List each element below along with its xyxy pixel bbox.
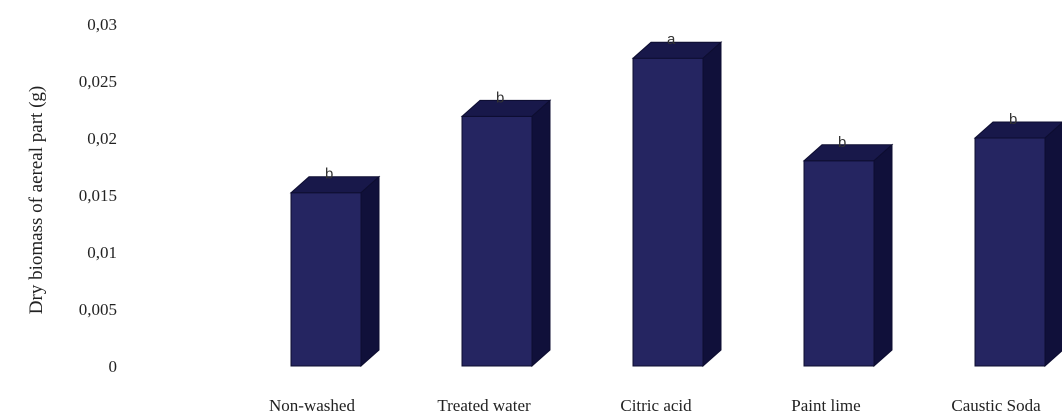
y-tick-label: 0	[109, 357, 118, 376]
y-tick-label: 0,015	[79, 186, 117, 205]
x-tick-label: Treated water	[437, 396, 531, 415]
y-tick-label: 0,03	[87, 15, 117, 34]
x-axis-ticks: Non-washed Treated water Citric acid Paint …	[269, 396, 1041, 415]
bar-data-label: b	[1009, 111, 1017, 128]
x-tick-label: Citric acid	[620, 396, 692, 415]
bar	[289, 175, 381, 368]
y-axis-title: Dry biomass of aereal part (g)	[26, 86, 47, 314]
x-tick-label: Non-washed	[269, 396, 355, 415]
y-tick-label: 0,025	[79, 72, 117, 91]
bar-data-label: a	[667, 31, 676, 48]
y-axis-ticks: 0 0,005 0,01 0,015 0,02 0,025 0,03	[79, 15, 117, 376]
y-axis-label: Dry biomass of aereal part (g)	[26, 86, 47, 314]
y-tick-label: 0,02	[87, 129, 117, 148]
bar-side	[873, 143, 893, 368]
bar-side	[360, 175, 380, 368]
bar	[460, 99, 552, 368]
bars	[289, 41, 1062, 368]
bar-front	[974, 137, 1046, 367]
data-labels: b b a b b	[325, 31, 1017, 183]
y-tick-label: 0,005	[79, 300, 117, 319]
bar	[802, 143, 894, 368]
bar-data-label: b	[325, 166, 333, 183]
bar-front	[290, 192, 362, 367]
bar-front	[632, 57, 704, 367]
bar-front	[461, 115, 533, 367]
bar-data-label: b	[838, 134, 846, 151]
x-tick-label: Caustic Soda	[951, 396, 1041, 415]
bar-front	[803, 160, 875, 367]
y-tick-label: 0,01	[87, 243, 117, 262]
x-tick-label: Paint lime	[791, 396, 860, 415]
bar-side	[702, 41, 722, 368]
bar	[973, 121, 1062, 368]
bar	[631, 41, 723, 368]
bar-side	[531, 99, 551, 368]
bar-data-label: b	[496, 89, 504, 106]
bar-top	[973, 121, 1062, 139]
bar-side	[1044, 122, 1062, 368]
